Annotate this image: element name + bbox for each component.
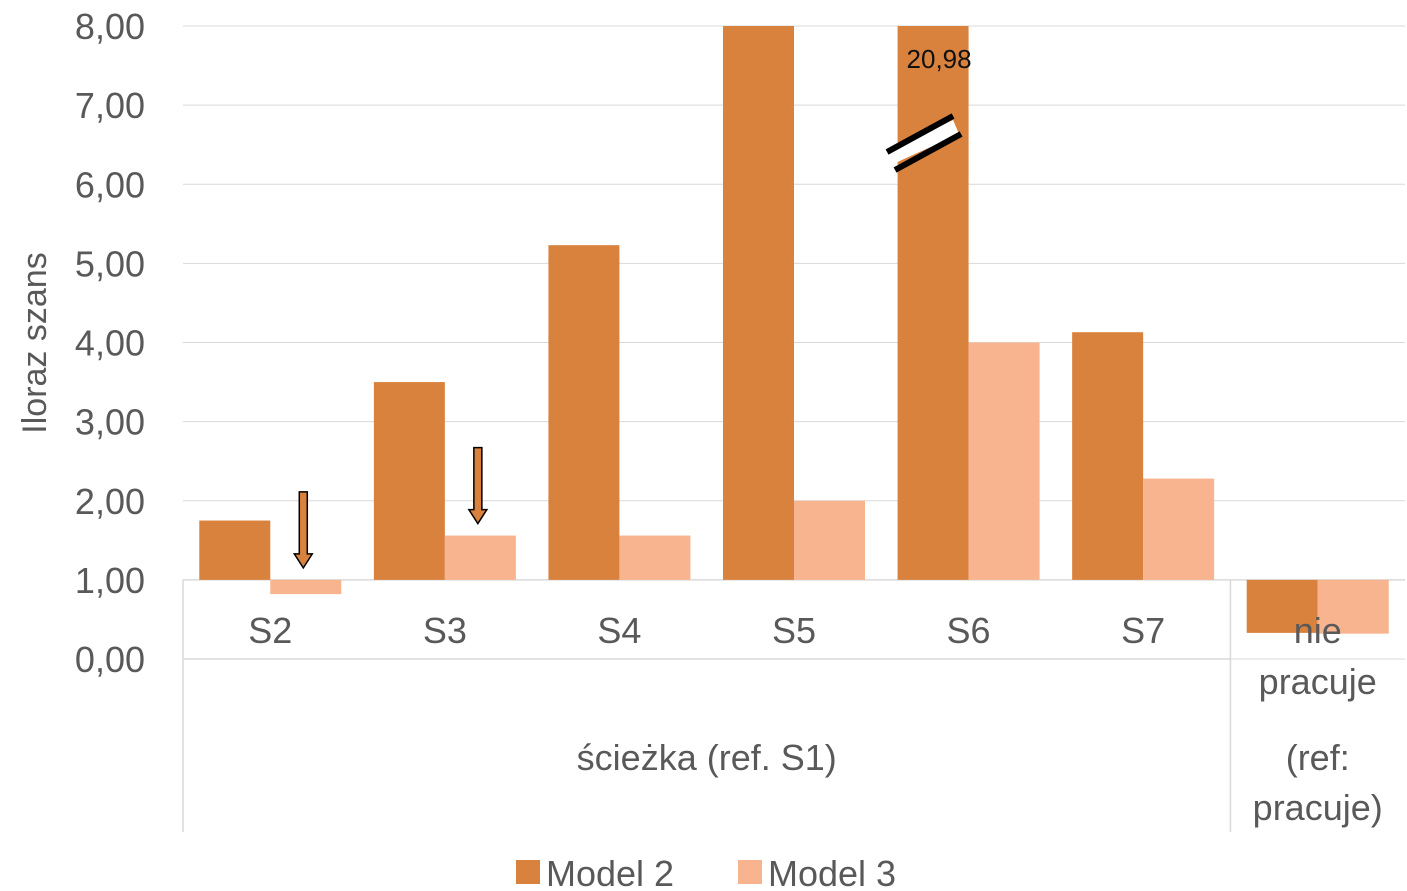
bar xyxy=(1317,579,1389,634)
bar xyxy=(270,579,342,595)
y-tick-label: 7,00 xyxy=(75,85,145,126)
x-tick-label: S4 xyxy=(597,610,641,651)
y-tick-label: 3,00 xyxy=(75,402,145,443)
group-label: ścieżka (ref. S1) xyxy=(577,737,837,778)
category-labels: S2 S3 S4 S5 S6 S7 nie pracuje xyxy=(248,610,1376,702)
bar xyxy=(1143,478,1215,580)
y-axis-label: Iloraz szans xyxy=(16,252,54,433)
y-tick-label: 1,00 xyxy=(75,560,145,601)
bar xyxy=(1246,579,1318,633)
bar xyxy=(723,26,794,580)
bar xyxy=(373,382,445,580)
bar xyxy=(897,26,969,580)
group-labels: ścieżka (ref. S1) (ref: pracuje) xyxy=(577,737,1383,828)
group-label: (ref: pracuje) xyxy=(1253,737,1383,828)
legend-swatch xyxy=(738,860,762,884)
bar xyxy=(444,535,516,580)
axis-break-mark xyxy=(885,113,963,173)
down-arrow-icon xyxy=(467,446,489,525)
legend-swatch xyxy=(516,860,540,884)
x-tick-label: S6 xyxy=(947,610,991,651)
bars xyxy=(199,26,1389,634)
y-tick-label: 8,00 xyxy=(75,6,145,47)
bar xyxy=(548,245,620,580)
bar xyxy=(968,342,1040,580)
y-axis-ticks: 0,00 1,00 2,00 3,00 4,00 5,00 6,00 7,00 8,00 xyxy=(75,6,145,680)
y-tick-label: 0,00 xyxy=(75,639,145,680)
x-tick-label: S7 xyxy=(1121,610,1165,651)
legend-label: Model 3 xyxy=(768,853,896,891)
bar xyxy=(1072,332,1144,580)
x-tick-label: S3 xyxy=(423,610,467,651)
annotations: 20,98 xyxy=(292,44,972,570)
x-tick-label: S2 xyxy=(248,610,292,651)
legend-label: Model 2 xyxy=(546,853,674,891)
y-tick-label: 4,00 xyxy=(75,323,145,364)
legend: Model 2 Model 3 xyxy=(516,853,896,891)
bar xyxy=(619,535,691,580)
y-tick-label: 2,00 xyxy=(75,481,145,522)
y-tick-label: 5,00 xyxy=(75,243,145,284)
bar xyxy=(794,500,865,580)
down-arrow-icon xyxy=(292,491,314,570)
x-tick-label: nie pracuje xyxy=(1259,610,1377,702)
bar xyxy=(199,520,271,580)
x-tick-label: S5 xyxy=(772,610,816,651)
data-label: 20,98 xyxy=(907,44,972,74)
y-tick-label: 6,00 xyxy=(75,164,145,205)
